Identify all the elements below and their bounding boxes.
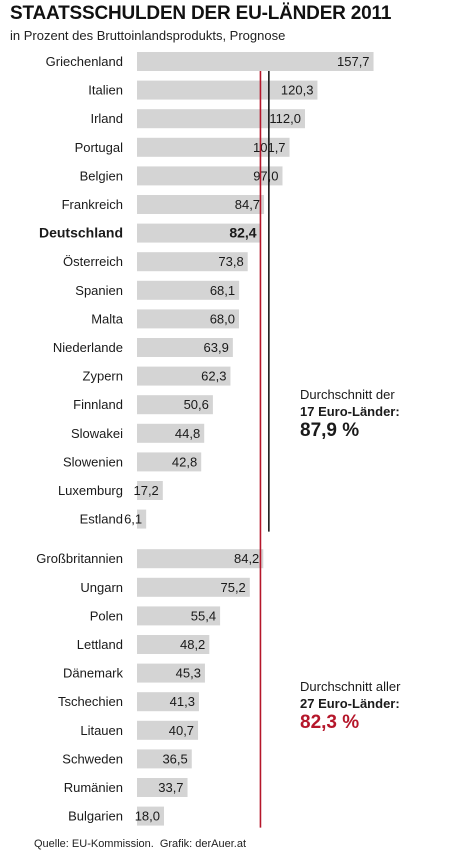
value-label-schweden: 36,5 bbox=[162, 751, 187, 766]
bar-lettland bbox=[137, 635, 210, 654]
eu27-average-line1: Durchschnitt aller bbox=[300, 679, 401, 694]
value-label-spanien: 68,1 bbox=[210, 283, 235, 298]
value-label-deutschland: 82,4 bbox=[229, 225, 256, 241]
category-label-bulgarien: Bulgarien bbox=[68, 809, 123, 824]
category-label-großbritannien: Großbritannien bbox=[36, 551, 123, 566]
value-label-polen: 55,4 bbox=[191, 608, 216, 623]
bar-tschechien bbox=[137, 692, 199, 712]
chart-title: STAATSSCHULDEN DER EU-LÄNDER 2011 bbox=[10, 3, 392, 24]
category-label-tschechien: Tschechien bbox=[58, 694, 123, 709]
value-label-luxemburg: 17,2 bbox=[133, 483, 158, 498]
bar-dänemark bbox=[137, 663, 205, 683]
category-label-litauen: Litauen bbox=[80, 723, 123, 738]
chart-subtitle: in Prozent des Bruttoinlandsprodukts, Pr… bbox=[10, 28, 286, 43]
source-footer: Quelle: EU-Kommission. Grafik: derAuer.at bbox=[34, 838, 252, 850]
value-label-italien: 120,3 bbox=[281, 83, 314, 98]
category-label-belgien: Belgien bbox=[80, 168, 123, 183]
bar-malta bbox=[137, 309, 239, 329]
value-label-österreich: 73,8 bbox=[218, 254, 243, 269]
eu27-average-line2: 27 Euro-Länder: bbox=[300, 696, 400, 711]
category-label-dänemark: Dänemark bbox=[63, 666, 123, 681]
bar-ungarn bbox=[137, 577, 250, 597]
bar-deutschland bbox=[137, 223, 261, 243]
category-label-lettland: Lettland bbox=[77, 637, 123, 652]
value-label-malta: 68,0 bbox=[210, 311, 235, 326]
bar-schweden bbox=[137, 749, 192, 769]
footer-credit: Grafik: derAuer.at bbox=[159, 838, 247, 850]
category-label-schweden: Schweden bbox=[62, 751, 123, 766]
bar-slowakei bbox=[137, 423, 205, 443]
bar-großbritannien bbox=[137, 549, 264, 569]
category-label-slowakei: Slowakei bbox=[71, 426, 123, 441]
category-label-deutschland: Deutschland bbox=[39, 225, 123, 241]
category-label-zypern: Zypern bbox=[83, 369, 123, 384]
category-label-luxemburg: Luxemburg bbox=[58, 483, 123, 498]
category-label-portugal: Portugal bbox=[75, 140, 124, 155]
bar-belgien bbox=[137, 166, 283, 186]
footer-source: Quelle: EU-Kommission. bbox=[34, 838, 154, 850]
bar-bulgarien bbox=[137, 806, 164, 826]
bar-griechenland bbox=[137, 52, 374, 71]
euro17-average-line2: 17 Euro-Länder: bbox=[300, 404, 400, 419]
category-label-malta: Malta bbox=[91, 311, 124, 326]
bar-estland bbox=[137, 509, 147, 529]
bar-österreich bbox=[137, 252, 248, 272]
bar-italien bbox=[137, 80, 318, 100]
eu27-average-value: 82,3 % bbox=[300, 712, 360, 733]
euro17-average-line1: Durchschnitt der bbox=[300, 387, 395, 402]
value-label-griechenland: 157,7 bbox=[337, 54, 370, 69]
category-label-italien: Italien bbox=[88, 83, 123, 98]
bar-irland bbox=[137, 109, 305, 129]
eu27-average-annotation: Durchschnitt aller 27 Euro-Länder: 82,3 … bbox=[300, 678, 401, 733]
value-label-zypern: 62,3 bbox=[201, 369, 226, 384]
category-label-finnland: Finnland bbox=[73, 397, 123, 412]
category-label-rumänien: Rumänien bbox=[64, 780, 123, 795]
category-label-niederlande: Niederlande bbox=[53, 340, 123, 355]
bar-niederlande bbox=[137, 338, 233, 357]
category-label-österreich: Österreich bbox=[63, 254, 123, 269]
value-label-belgien: 97,0 bbox=[253, 168, 278, 183]
bar-rumänien bbox=[137, 778, 188, 797]
value-label-frankreich: 84,7 bbox=[235, 197, 260, 212]
value-label-irland: 112,0 bbox=[269, 111, 301, 126]
value-label-slowenien: 42,8 bbox=[172, 454, 197, 469]
bar-polen bbox=[137, 606, 221, 626]
value-label-litauen: 40,7 bbox=[169, 723, 194, 738]
bar-litauen bbox=[137, 720, 199, 740]
category-label-spanien: Spanien bbox=[75, 283, 123, 298]
value-label-finnland: 50,6 bbox=[184, 397, 209, 412]
euro17-average-annotation: Durchschnitt der 17 Euro-Länder: 87,9 % bbox=[300, 386, 400, 441]
bar-finnland bbox=[137, 395, 213, 415]
bar-zypern bbox=[137, 366, 231, 386]
bar-luxemburg bbox=[137, 481, 163, 500]
value-label-bulgarien: 18,0 bbox=[135, 809, 160, 824]
category-label-irland: Irland bbox=[90, 111, 123, 126]
category-label-ungarn: Ungarn bbox=[80, 580, 123, 595]
value-label-lettland: 48,2 bbox=[180, 637, 205, 652]
category-label-slowenien: Slowenien bbox=[63, 454, 123, 469]
bar-frankreich bbox=[137, 195, 265, 214]
bar-portugal bbox=[137, 137, 290, 157]
value-label-ungarn: 75,2 bbox=[220, 580, 245, 595]
category-label-griechenland: Griechenland bbox=[46, 54, 123, 69]
value-label-tschechien: 41,3 bbox=[170, 694, 195, 709]
euro17-average-value: 87,9 % bbox=[300, 420, 360, 441]
value-label-estland: 6,1 bbox=[124, 512, 142, 527]
category-label-polen: Polen bbox=[90, 608, 123, 623]
value-label-dänemark: 45,3 bbox=[176, 666, 201, 681]
category-label-estland: Estland bbox=[80, 512, 123, 527]
value-label-slowakei: 44,8 bbox=[175, 426, 200, 441]
category-label-frankreich: Frankreich bbox=[62, 197, 123, 212]
value-label-großbritannien: 84,2 bbox=[234, 551, 259, 566]
bar-slowenien bbox=[137, 452, 202, 472]
value-label-rumänien: 33,7 bbox=[158, 780, 183, 795]
value-label-niederlande: 63,9 bbox=[204, 340, 229, 355]
bar-spanien bbox=[137, 280, 240, 300]
